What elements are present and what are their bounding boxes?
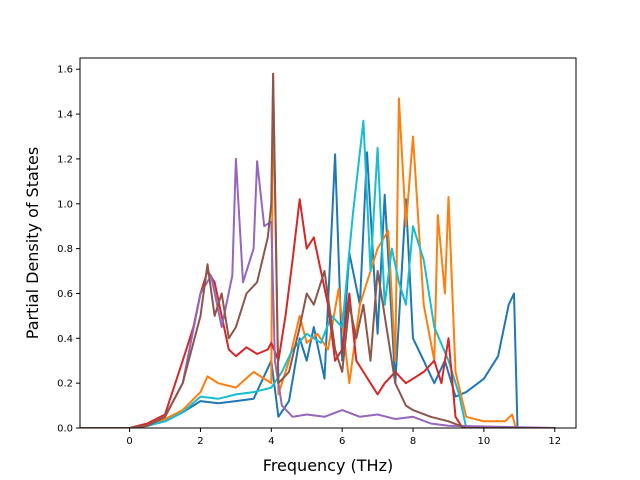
y-tick-label: 1.6: [57, 65, 73, 76]
y-axis: 0.0 0.2 0.4 0.6 0.8 1.0 1.2 1.4 1.6: [57, 65, 80, 435]
series-line-series-brown: [80, 72, 556, 428]
series-line-series-cyan: [80, 119, 556, 428]
x-tick-label: 12: [548, 436, 561, 447]
y-axis-label: Partial Density of States: [23, 147, 42, 339]
x-tick-label: 10: [478, 436, 491, 447]
x-tick-label: 8: [410, 436, 416, 447]
y-tick-label: 0.2: [57, 379, 73, 390]
y-tick-label: 0.4: [57, 334, 73, 345]
series-line-series-purple: [80, 157, 556, 428]
x-axis-label: Frequency (THz): [263, 456, 393, 475]
y-tick-label: 0.6: [57, 289, 73, 300]
y-tick-label: 1.0: [57, 199, 73, 210]
series-layer: [80, 72, 556, 428]
y-tick-label: 1.2: [57, 154, 73, 165]
plot-frame: [79, 57, 577, 429]
x-tick-label: 6: [339, 436, 345, 447]
x-tick-label: 0: [126, 436, 132, 447]
x-tick-label: 4: [268, 436, 274, 447]
y-tick-label: 0.8: [57, 244, 73, 255]
x-tick-label: 2: [197, 436, 203, 447]
y-tick-label: 1.4: [57, 110, 73, 121]
x-axis: 0 2 4 6 8 10 12: [126, 428, 561, 447]
y-tick-label: 0.0: [57, 424, 73, 435]
